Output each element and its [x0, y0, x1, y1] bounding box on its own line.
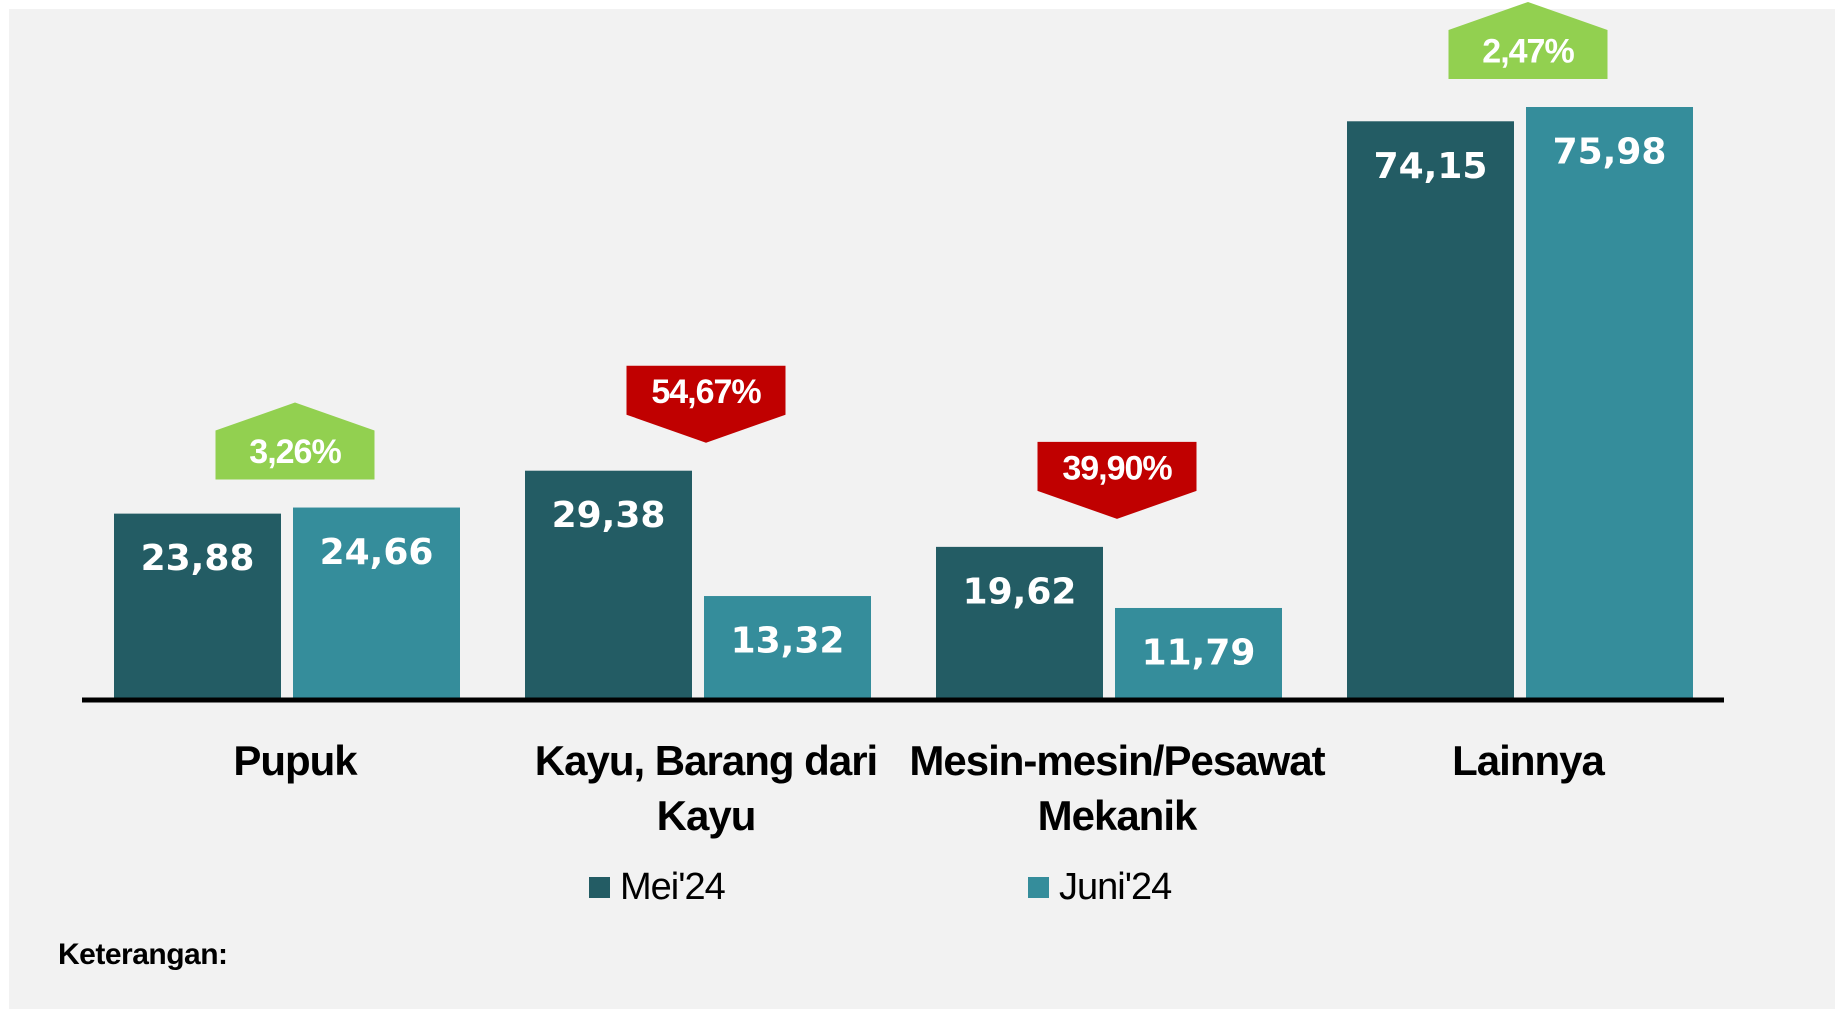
bar [1347, 121, 1514, 700]
category-label: Kayu, Barang dari Kayu [534, 737, 878, 839]
bar [1115, 607, 1282, 700]
bar [936, 546, 1103, 700]
bar [1526, 107, 1693, 700]
bar [704, 596, 871, 700]
footnote: Keterangan: [58, 938, 228, 971]
value-label: 23,88 [141, 538, 255, 579]
change-badge [1448, 2, 1608, 79]
change-badge [626, 365, 786, 443]
legend-label: Mei'24 [620, 866, 726, 908]
legend-item: Mei'24 [589, 866, 726, 909]
legend-swatch [1028, 877, 1049, 898]
category-label: Pupuk [233, 737, 357, 784]
category-label: Mesin-mesin/Pesawat Mekanik [909, 737, 1325, 839]
legend-label: Juni'24 [1059, 866, 1172, 908]
value-label: 74,15 [1374, 146, 1488, 187]
bar [525, 470, 692, 700]
change-label: 54,67% [651, 373, 761, 411]
change-label: 2,47% [1482, 33, 1574, 71]
value-label: 11,79 [1142, 632, 1256, 673]
category-label: Lainnya [1452, 737, 1605, 784]
change-label: 39,90% [1062, 449, 1172, 487]
value-label: 13,32 [731, 621, 845, 662]
change-badge [1037, 441, 1197, 519]
value-label: 24,66 [320, 532, 434, 573]
value-label: 19,62 [963, 571, 1077, 612]
legend-item: Juni'24 [1028, 866, 1172, 909]
legend-swatch [589, 877, 610, 898]
change-label: 3,26% [249, 433, 341, 471]
bar [114, 513, 281, 700]
change-badge [215, 402, 375, 480]
value-label: 29,38 [552, 495, 666, 536]
value-label: 75,98 [1553, 132, 1667, 173]
bar [293, 507, 460, 700]
